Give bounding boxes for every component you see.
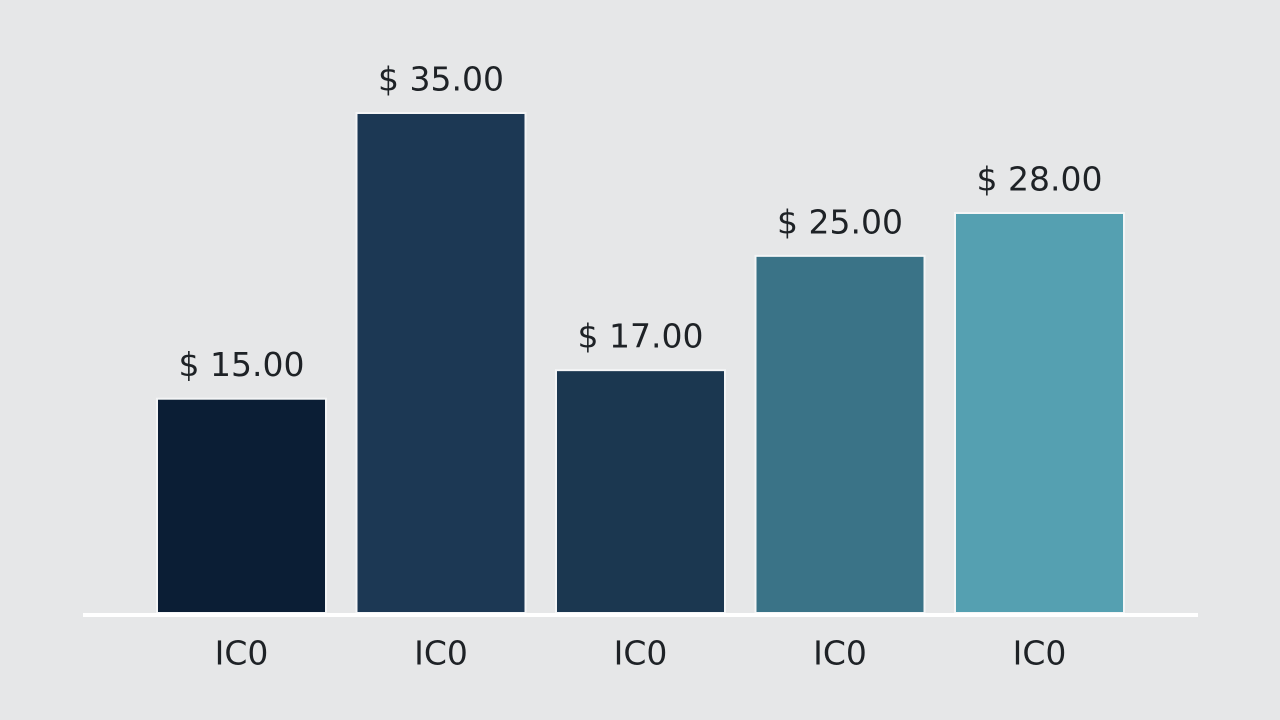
x-tick-label: IC0 — [1013, 634, 1067, 673]
value-label: $ 15.00 — [179, 345, 305, 384]
x-tick-label: IC0 — [614, 634, 668, 673]
value-label: $ 35.00 — [378, 60, 504, 99]
x-tick-label: IC0 — [215, 634, 269, 673]
x-tick-label: IC0 — [813, 634, 867, 673]
bar — [156, 397, 327, 615]
value-label: $ 17.00 — [578, 317, 704, 356]
value-label: $ 25.00 — [777, 202, 903, 241]
bar — [754, 254, 926, 614]
value-label: $ 28.00 — [977, 160, 1103, 199]
bar — [555, 369, 726, 614]
bar — [355, 112, 527, 614]
x-tick-label: IC0 — [414, 634, 468, 673]
bar — [954, 212, 1125, 614]
